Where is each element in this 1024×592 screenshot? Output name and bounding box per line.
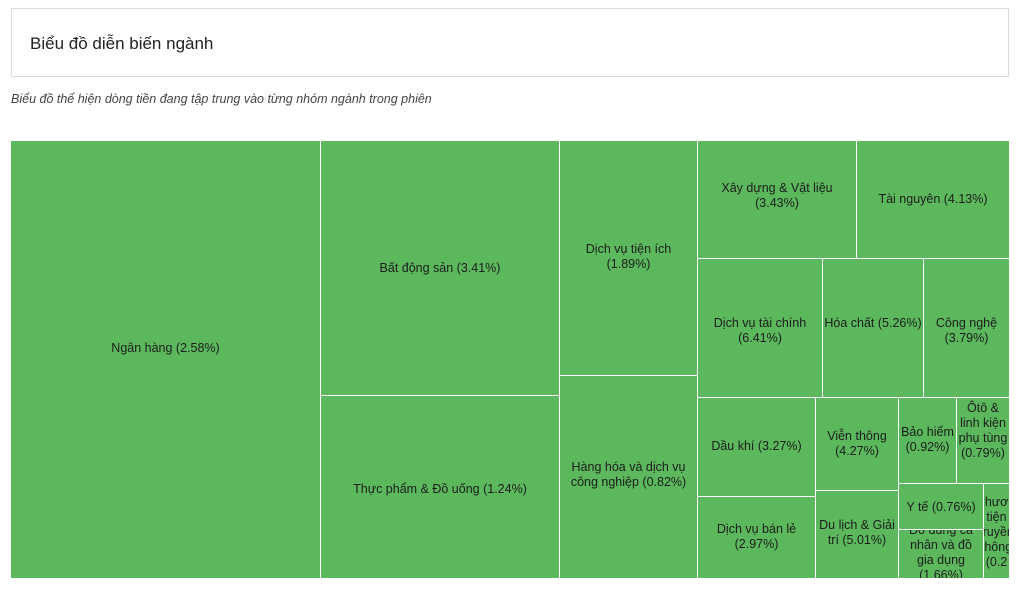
chart-header: Biểu đồ diễn biến ngành	[11, 8, 1009, 77]
treemap-tile-label: Đồ dùng cá nhân và đồ gia dụng (1.66%)	[909, 530, 973, 579]
treemap-tile-label: Y tế (0.76%)	[906, 500, 976, 514]
treemap-tile-label: Thực phẩm & Đồ uống (1.24%)	[353, 482, 527, 496]
treemap-tile-label: Viễn thông (4.27%)	[827, 429, 887, 458]
chart-title: Biểu đồ diễn biến ngành	[30, 34, 214, 53]
treemap-tile-du-lich-giai-tri[interactable]: Du lịch & Giải trí (5.01%)	[816, 491, 899, 579]
treemap-tile-phuong-tien-truyen-thong[interactable]: Phương tiện truyền thông (0.2	[984, 484, 1010, 579]
treemap-tile-label: Xây dựng & Vật liệu (3.43%)	[721, 181, 833, 210]
treemap-tile-dich-vu-tien-ich[interactable]: Dịch vụ tiện ích (1.89%)	[560, 141, 698, 376]
treemap-tile-label: Phương tiện truyền thông (0.2	[984, 495, 1009, 569]
treemap-tile-ngan-hang[interactable]: Ngân hàng (2.58%)	[11, 141, 321, 579]
treemap-tile-hang-hoa-va-dich-vu-cong-nghiep[interactable]: Hàng hóa và dịch vụ công nghiệp (0.82%)	[560, 376, 698, 579]
treemap-tile-do-dung-ca-nhan-va-do-gia-dung[interactable]: Đồ dùng cá nhân và đồ gia dụng (1.66%)	[899, 530, 984, 579]
treemap-tile-label: Tài nguyên (4.13%)	[878, 192, 988, 206]
treemap-tile-tai-nguyen[interactable]: Tài nguyên (4.13%)	[857, 141, 1010, 259]
treemap-tile-label: Công nghệ (3.79%)	[935, 316, 998, 345]
treemap-tile-dich-vu-tai-chinh[interactable]: Dịch vụ tài chính (6.41%)	[698, 259, 823, 398]
treemap-tile-label: Ôtô & linh kiện phụ tùng (0.79%)	[958, 401, 1008, 460]
treemap-tile-label: Du lịch & Giải trí (5.01%)	[819, 518, 895, 547]
treemap-tile-label: Hàng hóa và dịch vụ công nghiệp (0.82%)	[570, 460, 687, 489]
treemap-tile-cong-nghe[interactable]: Công nghệ (3.79%)	[924, 259, 1010, 398]
treemap-tile-hoa-chat[interactable]: Hóa chất (5.26%)	[823, 259, 924, 398]
treemap-tile-thuc-pham-do-uong[interactable]: Thực phẩm & Đồ uống (1.24%)	[321, 396, 560, 579]
treemap-tile-label: Dịch vụ tài chính (6.41%)	[713, 316, 807, 345]
treemap-tile-dich-vu-ban-le[interactable]: Dịch vụ bán lẻ (2.97%)	[698, 497, 816, 579]
treemap-tile-label: Dầu khí (3.27%)	[711, 439, 802, 453]
treemap-tile-oto-linh-kien-phu-tung[interactable]: Ôtô & linh kiện phụ tùng (0.79%)	[957, 398, 1010, 484]
treemap-tile-vien-thong[interactable]: Viễn thông (4.27%)	[816, 398, 899, 491]
treemap-tile-dau-khi[interactable]: Dầu khí (3.27%)	[698, 398, 816, 497]
treemap-tile-xay-dung-vat-lieu[interactable]: Xây dựng & Vật liệu (3.43%)	[698, 141, 857, 259]
sector-treemap: Ngân hàng (2.58%) Bất động sản (3.41%) Thự…	[11, 141, 1010, 579]
treemap-tile-label: Ngân hàng (2.58%)	[111, 341, 220, 355]
treemap-tile-bat-dong-san[interactable]: Bất động sản (3.41%)	[321, 141, 560, 396]
treemap-tile-bao-hiem[interactable]: Bảo hiểm (0.92%)	[899, 398, 957, 484]
treemap-tile-label: Hóa chất (5.26%)	[824, 316, 922, 330]
treemap-tile-label: Dịch vụ bán lẻ (2.97%)	[716, 522, 797, 551]
treemap-tile-y-te[interactable]: Y tế (0.76%)	[899, 484, 984, 530]
treemap-tile-label: Dịch vụ tiện ích (1.89%)	[585, 242, 672, 271]
treemap-tile-label: Bất động sản (3.41%)	[379, 261, 501, 275]
treemap-tile-label: Bảo hiểm (0.92%)	[901, 425, 954, 454]
chart-subtitle: Biểu đồ thể hiện dòng tiền đang tập trun…	[11, 92, 432, 106]
